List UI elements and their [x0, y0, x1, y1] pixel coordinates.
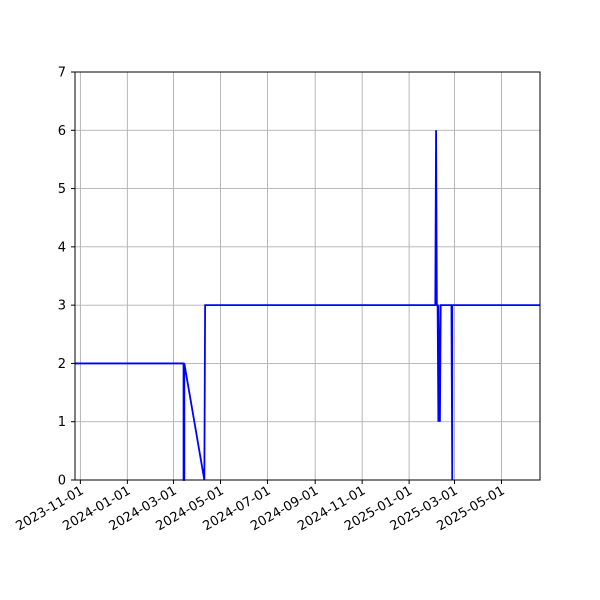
y-tick-label: 7 — [58, 66, 66, 81]
y-tick-label: 6 — [58, 124, 66, 139]
y-tick-label: 0 — [58, 474, 66, 489]
series-line-0 — [75, 130, 540, 481]
series-layer — [75, 130, 540, 481]
ticks — [71, 71, 503, 484]
y-tick-label: 1 — [58, 415, 66, 430]
axes-frame — [74, 71, 541, 481]
y-tick-label: 5 — [58, 182, 66, 197]
y-tick-label: 4 — [58, 240, 66, 255]
y-tick-label: 3 — [58, 299, 66, 314]
y-tick-label: 2 — [58, 357, 66, 372]
